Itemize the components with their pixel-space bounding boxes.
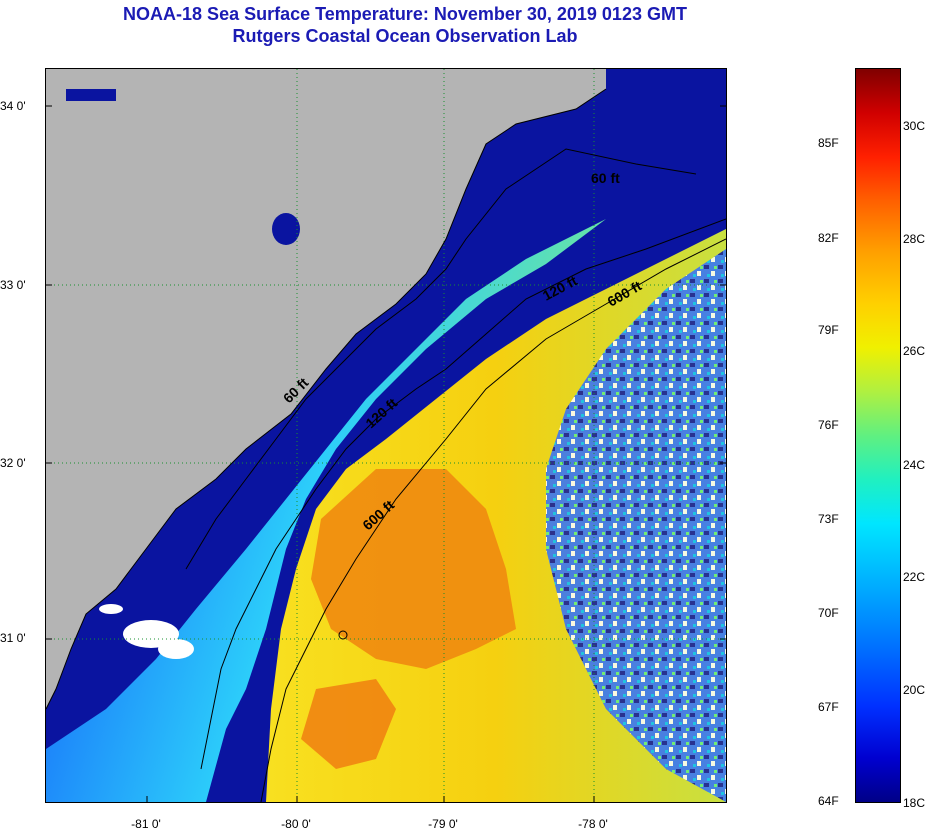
colorbar-f-82: 82F xyxy=(818,231,839,245)
lon-label-79: -79 0' xyxy=(428,817,458,831)
lat-label-32: 32 0' xyxy=(0,456,26,470)
colorbar-f-70: 70F xyxy=(818,606,839,620)
lon-label-80: -80 0' xyxy=(281,817,311,831)
colorbar-f-73: 73F xyxy=(818,512,839,526)
contour-label-60ft-north: 60 ft xyxy=(591,170,620,186)
sst-map: 60 ft 120 ft 600 ft 60 ft 120 ft 600 ft xyxy=(45,68,727,803)
colorbar-c-22: 22C xyxy=(903,570,926,584)
lon-label-78: -78 0' xyxy=(578,817,608,831)
map-title: NOAA-18 Sea Surface Temperature: Novembe… xyxy=(123,4,687,24)
colorbar-c-18: 18C xyxy=(903,796,926,810)
colorbar-f-79: 79F xyxy=(818,323,839,337)
colorbar-c-24: 24C xyxy=(903,458,926,472)
sst-map-graphic: 60 ft 120 ft 600 ft 60 ft 120 ft 600 ft xyxy=(46,69,726,802)
map-subtitle: Rutgers Coastal Ocean Observation Lab xyxy=(232,26,578,46)
lat-label-34: 34 0' xyxy=(0,99,26,113)
lat-label-33: 33 0' xyxy=(0,278,26,292)
colorbar-c-20: 20C xyxy=(903,683,926,697)
colorbar-f-64: 64F xyxy=(818,794,839,808)
lat-label-31: 31 0' xyxy=(0,631,26,645)
lon-label-81: -81 0' xyxy=(131,817,161,831)
colorbar-c-26: 26C xyxy=(903,344,926,358)
colorbar-c-28: 28C xyxy=(903,232,926,246)
colorbar-c-30: 30C xyxy=(903,119,926,133)
temperature-colorbar xyxy=(855,68,901,803)
colorbar-f-85: 85F xyxy=(818,136,839,150)
colorbar-f-67: 67F xyxy=(818,700,839,714)
colorbar-f-76: 76F xyxy=(818,418,839,432)
